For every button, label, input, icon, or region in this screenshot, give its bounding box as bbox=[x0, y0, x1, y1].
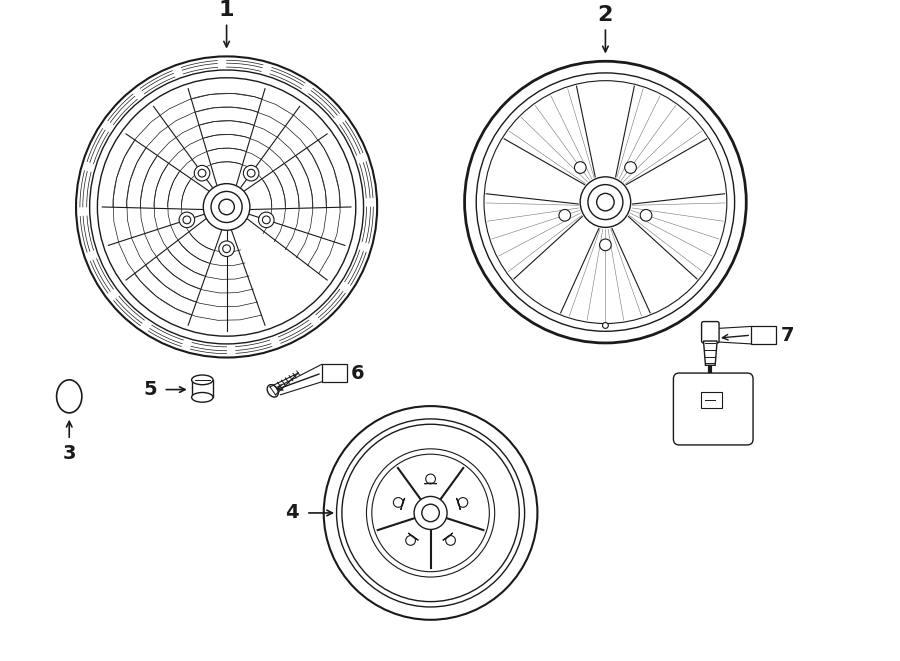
Circle shape bbox=[183, 216, 191, 224]
Circle shape bbox=[342, 424, 519, 602]
Circle shape bbox=[372, 454, 490, 572]
Polygon shape bbox=[409, 533, 419, 540]
Bar bbox=[192, 380, 213, 397]
Circle shape bbox=[179, 212, 194, 227]
Polygon shape bbox=[400, 498, 405, 510]
Text: 7: 7 bbox=[780, 326, 794, 344]
Circle shape bbox=[366, 449, 495, 577]
Circle shape bbox=[222, 245, 230, 253]
Circle shape bbox=[211, 192, 242, 223]
Circle shape bbox=[76, 56, 377, 358]
Circle shape bbox=[406, 535, 416, 545]
Text: 5: 5 bbox=[143, 380, 157, 399]
Circle shape bbox=[194, 165, 210, 181]
Polygon shape bbox=[456, 498, 460, 510]
Text: 6: 6 bbox=[351, 364, 364, 383]
Circle shape bbox=[446, 535, 455, 545]
Bar bbox=[700, 393, 722, 408]
Circle shape bbox=[599, 239, 611, 251]
Polygon shape bbox=[704, 341, 717, 366]
Text: 1: 1 bbox=[219, 0, 234, 20]
Circle shape bbox=[393, 498, 403, 507]
Circle shape bbox=[243, 165, 259, 181]
Circle shape bbox=[484, 81, 727, 323]
Circle shape bbox=[602, 323, 608, 329]
Bar bbox=[322, 364, 347, 382]
Circle shape bbox=[324, 406, 537, 620]
Circle shape bbox=[219, 241, 234, 256]
Circle shape bbox=[574, 162, 586, 173]
Ellipse shape bbox=[267, 385, 278, 397]
Circle shape bbox=[580, 177, 631, 227]
Circle shape bbox=[640, 210, 652, 221]
Ellipse shape bbox=[57, 380, 82, 413]
Circle shape bbox=[458, 498, 468, 507]
FancyBboxPatch shape bbox=[702, 322, 719, 343]
Circle shape bbox=[97, 78, 356, 336]
Text: 2: 2 bbox=[598, 5, 613, 24]
Ellipse shape bbox=[192, 393, 213, 402]
Circle shape bbox=[219, 199, 234, 215]
Circle shape bbox=[90, 70, 364, 344]
Bar bbox=[752, 327, 777, 344]
Circle shape bbox=[414, 496, 447, 529]
Circle shape bbox=[476, 73, 734, 331]
Circle shape bbox=[263, 216, 270, 224]
Text: 4: 4 bbox=[285, 504, 299, 522]
Circle shape bbox=[422, 504, 439, 522]
Circle shape bbox=[198, 169, 206, 177]
Circle shape bbox=[337, 419, 525, 607]
Circle shape bbox=[258, 212, 274, 227]
Circle shape bbox=[203, 184, 250, 230]
Circle shape bbox=[248, 169, 255, 177]
FancyBboxPatch shape bbox=[673, 373, 753, 445]
Text: 3: 3 bbox=[62, 444, 76, 463]
Polygon shape bbox=[443, 533, 453, 540]
Circle shape bbox=[588, 184, 623, 219]
Circle shape bbox=[464, 61, 746, 343]
Circle shape bbox=[625, 162, 636, 173]
Circle shape bbox=[559, 210, 571, 221]
Circle shape bbox=[597, 194, 614, 211]
Ellipse shape bbox=[192, 375, 213, 385]
Circle shape bbox=[426, 474, 436, 484]
